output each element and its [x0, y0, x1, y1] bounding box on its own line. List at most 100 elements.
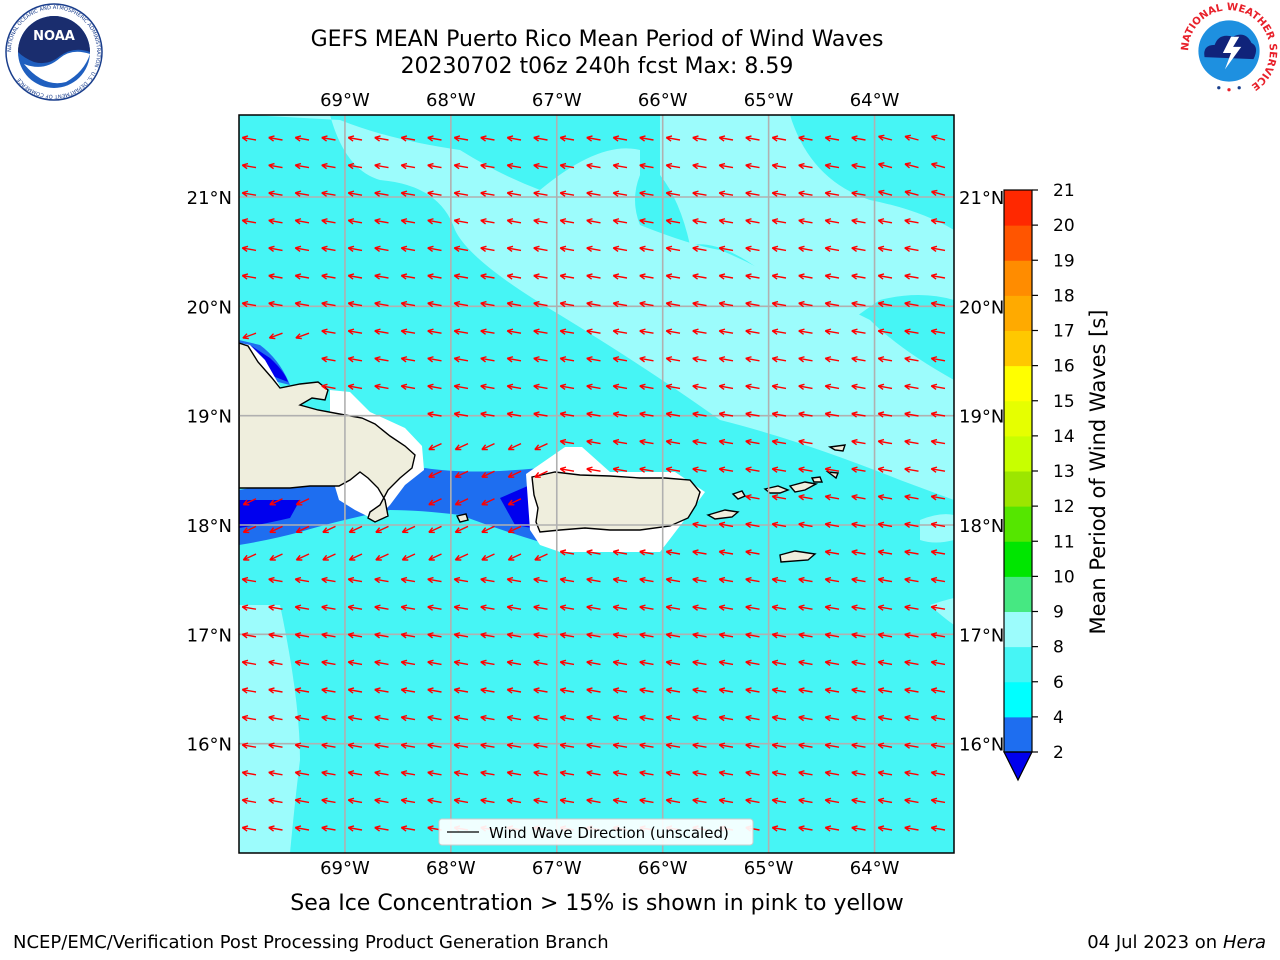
map-legend: Wind Wave Direction (unscaled) — [438, 818, 754, 846]
wind-wave-arrow — [718, 659, 734, 667]
wind-wave-arrow — [745, 438, 760, 446]
wind-wave-arrow — [692, 632, 707, 639]
colorbar-tick-label: 16 — [1053, 357, 1075, 377]
lon-label-top: 64°W — [850, 90, 900, 111]
wind-wave-arrow — [321, 604, 336, 611]
wind-wave-arrow — [480, 162, 495, 170]
wind-wave-arrow — [294, 742, 310, 749]
wind-wave-arrow — [506, 190, 522, 197]
wind-wave-arrow — [877, 521, 893, 529]
wind-wave-arrow — [745, 162, 760, 170]
wind-wave-arrow — [428, 525, 442, 534]
wind-wave-arrow — [400, 825, 416, 832]
wind-wave-arrow — [480, 356, 495, 363]
wind-wave-arrow — [321, 687, 336, 694]
wind-wave-arrow — [851, 162, 866, 170]
wind-wave-arrow — [533, 190, 548, 197]
wind-wave-arrow — [506, 300, 522, 308]
wind-wave-arrow — [533, 659, 548, 667]
wind-wave-arrow — [374, 632, 389, 639]
wind-wave-arrow — [559, 411, 575, 418]
wind-wave-arrow — [904, 659, 919, 667]
wind-wave-arrow — [798, 438, 813, 446]
wind-wave-arrow — [665, 714, 681, 722]
wind-wave-arrow — [692, 218, 707, 225]
wind-wave-arrow — [586, 604, 601, 611]
wind-wave-arrow — [745, 521, 760, 529]
wind-wave-arrow — [294, 687, 310, 694]
wind-wave-arrow — [586, 162, 601, 170]
wind-wave-arrow — [692, 245, 707, 253]
wind-wave-arrow — [559, 383, 575, 391]
wind-wave-arrow — [851, 742, 866, 749]
wind-wave-arrow — [798, 576, 813, 584]
wind-wave-arrow — [294, 245, 310, 253]
wind-wave-arrow — [745, 494, 760, 501]
wind-wave-arrow — [241, 604, 257, 611]
wind-wave-arrow — [771, 135, 787, 142]
wind-wave-arrow — [745, 770, 760, 777]
wind-wave-arrow — [798, 411, 813, 418]
wind-wave-arrow — [506, 797, 522, 805]
wind-wave-arrow — [506, 218, 522, 225]
vieques-land — [706, 509, 740, 520]
hispaniola-land — [239, 342, 416, 523]
wind-wave-arrow — [534, 470, 548, 478]
colorbar-tick-label: 19 — [1053, 251, 1075, 271]
wind-wave-arrow — [718, 273, 734, 280]
lat-label-right: 21°N — [959, 188, 1004, 209]
contour-band-8-9-north — [250, 115, 954, 500]
mona-island-land — [455, 513, 469, 523]
wind-wave-arrow — [851, 466, 866, 473]
wind-wave-arrow — [374, 797, 389, 805]
wind-wave-arrow — [771, 273, 787, 280]
wind-wave-arrow — [798, 659, 813, 667]
wind-wave-arrow — [877, 714, 893, 722]
wind-wave-arrow — [242, 332, 257, 340]
wind-wave-arrow — [506, 411, 522, 418]
lon-label-bottom: 69°W — [320, 858, 370, 879]
wind-wave-arrow — [454, 498, 469, 506]
wind-wave-arrow — [268, 135, 283, 142]
colorbar-tick-label: 2 — [1053, 743, 1064, 763]
wind-wave-arrow — [453, 356, 469, 363]
wind-wave-arrow — [480, 218, 495, 225]
wind-wave-arrow — [347, 687, 363, 694]
wind-wave-arrow — [798, 825, 813, 832]
wind-wave-arrow — [241, 273, 257, 280]
wind-wave-arrow — [904, 328, 919, 335]
wind-wave-arrow — [400, 383, 416, 391]
wind-wave-arrow — [612, 328, 628, 335]
wind-wave-arrow — [321, 742, 336, 749]
wind-wave-arrow — [877, 604, 893, 611]
wind-wave-arrow — [268, 190, 283, 197]
wind-wave-arrow — [347, 714, 363, 722]
wind-wave-arrow — [665, 604, 681, 611]
wind-wave-arrow — [745, 218, 760, 225]
wind-wave-arrow — [639, 632, 654, 639]
wind-wave-arrow — [824, 742, 840, 749]
wind-wave-arrow — [639, 742, 654, 749]
wind-wave-arrow — [877, 576, 893, 584]
wind-wave-arrow — [745, 411, 760, 418]
wind-wave-arrow — [321, 328, 336, 335]
wind-wave-arrow — [771, 521, 787, 529]
sea-ice-note: Sea Ice Concentration > 15% is shown in … — [290, 891, 904, 916]
colorbar-segment — [1004, 576, 1032, 612]
wind-wave-arrow — [453, 770, 469, 777]
wind-wave-arrow — [480, 273, 495, 280]
wind-wave-arrow — [771, 190, 787, 197]
wind-wave-arrow — [692, 383, 707, 391]
wind-wave-arrow — [877, 273, 893, 280]
wind-wave-arrow — [665, 162, 681, 170]
wind-wave-arrow — [427, 273, 442, 280]
wind-wave-arrow — [453, 604, 469, 611]
wind-wave-arrow — [851, 273, 866, 280]
wind-wave-arrow — [718, 770, 734, 777]
wind-wave-arrow — [453, 300, 469, 308]
wind-wave-arrow — [586, 190, 601, 197]
wind-wave-arrow — [427, 742, 442, 749]
wind-wave-arrow — [506, 356, 522, 363]
wind-wave-arrow — [347, 576, 363, 584]
wind-wave-arrow — [718, 438, 734, 446]
